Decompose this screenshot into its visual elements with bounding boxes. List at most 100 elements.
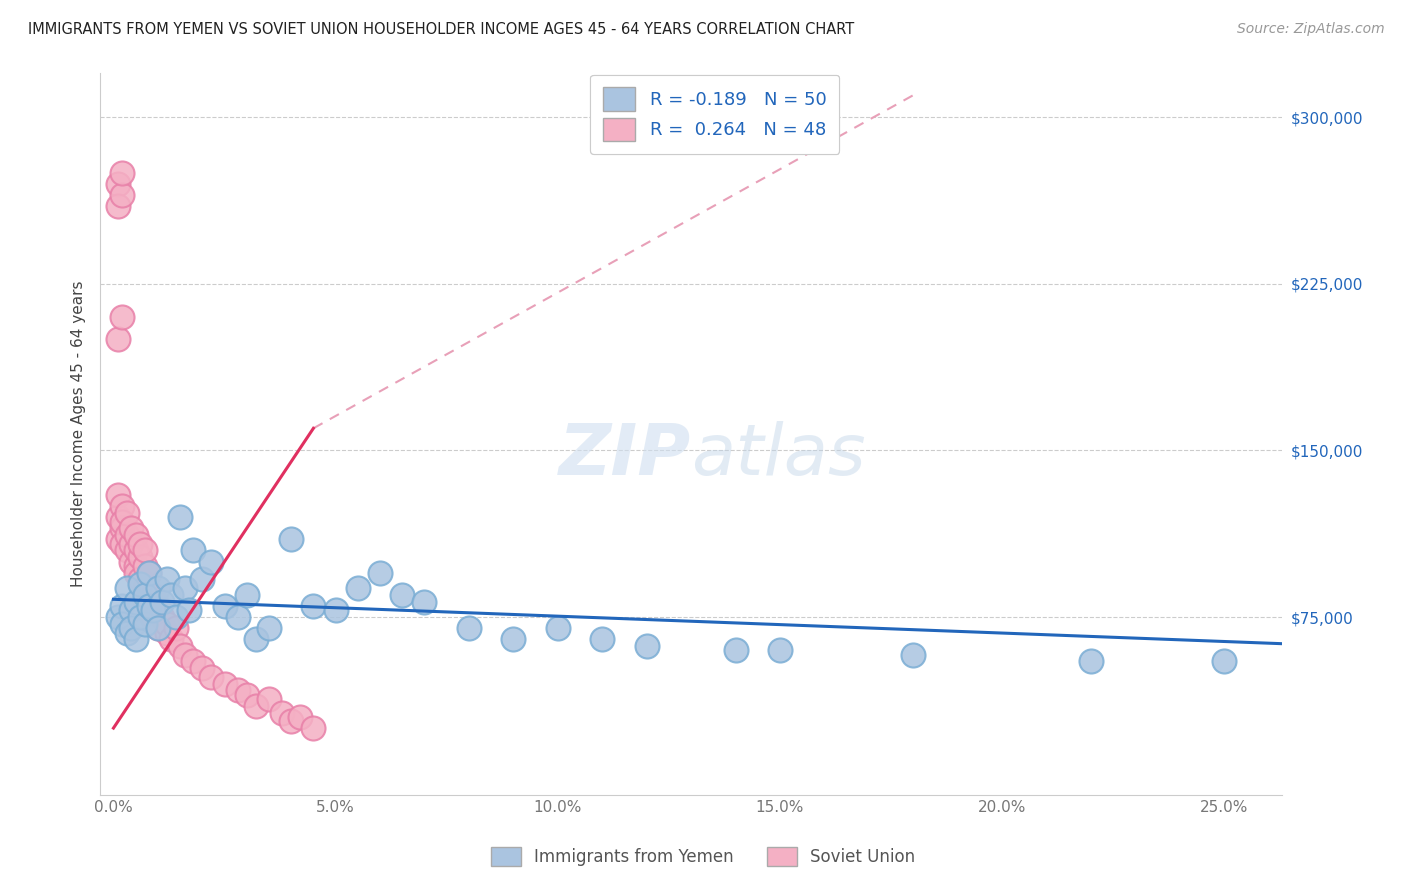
- Point: [245, 698, 267, 713]
- Point: [107, 333, 129, 347]
- Point: [129, 537, 152, 551]
- Point: [177, 603, 200, 617]
- Point: [115, 506, 138, 520]
- Point: [142, 588, 165, 602]
- Point: [903, 648, 925, 662]
- Point: [325, 603, 347, 617]
- Point: [111, 166, 134, 180]
- Point: [183, 543, 205, 558]
- Point: [502, 632, 524, 647]
- Point: [214, 599, 236, 613]
- Point: [124, 566, 146, 580]
- Point: [124, 594, 146, 608]
- Point: [142, 603, 165, 617]
- Point: [111, 537, 134, 551]
- Point: [107, 610, 129, 624]
- Point: [280, 714, 302, 729]
- Point: [138, 566, 160, 580]
- Point: [107, 199, 129, 213]
- Point: [111, 521, 134, 535]
- Point: [413, 594, 436, 608]
- Point: [107, 533, 129, 547]
- Point: [591, 632, 613, 647]
- Point: [156, 616, 179, 631]
- Point: [165, 610, 187, 624]
- Legend: Immigrants from Yemen, Soviet Union: Immigrants from Yemen, Soviet Union: [482, 838, 924, 875]
- Point: [124, 543, 146, 558]
- Point: [146, 621, 169, 635]
- Point: [150, 610, 173, 624]
- Point: [347, 581, 370, 595]
- Point: [173, 581, 195, 595]
- Point: [120, 537, 142, 551]
- Point: [111, 599, 134, 613]
- Point: [115, 543, 138, 558]
- Point: [124, 632, 146, 647]
- Point: [150, 594, 173, 608]
- Point: [547, 621, 569, 635]
- Text: ZIP: ZIP: [558, 421, 692, 490]
- Point: [636, 639, 658, 653]
- Point: [129, 576, 152, 591]
- Point: [160, 632, 183, 647]
- Point: [288, 710, 311, 724]
- Point: [191, 661, 214, 675]
- Point: [169, 510, 191, 524]
- Point: [120, 603, 142, 617]
- Point: [111, 499, 134, 513]
- Point: [111, 310, 134, 325]
- Point: [156, 572, 179, 586]
- Point: [245, 632, 267, 647]
- Point: [169, 639, 191, 653]
- Point: [115, 625, 138, 640]
- Point: [146, 621, 169, 635]
- Point: [1213, 655, 1236, 669]
- Text: Source: ZipAtlas.com: Source: ZipAtlas.com: [1237, 22, 1385, 37]
- Point: [107, 510, 129, 524]
- Point: [165, 621, 187, 635]
- Point: [200, 670, 222, 684]
- Point: [226, 610, 249, 624]
- Point: [214, 676, 236, 690]
- Point: [111, 616, 134, 631]
- Point: [134, 558, 156, 573]
- Point: [236, 588, 259, 602]
- Point: [200, 555, 222, 569]
- Point: [769, 643, 792, 657]
- Point: [724, 643, 747, 657]
- Point: [391, 588, 413, 602]
- Point: [280, 533, 302, 547]
- Point: [120, 621, 142, 635]
- Point: [257, 621, 280, 635]
- Point: [146, 581, 169, 595]
- Point: [191, 572, 214, 586]
- Point: [138, 599, 160, 613]
- Point: [107, 177, 129, 191]
- Text: IMMIGRANTS FROM YEMEN VS SOVIET UNION HOUSEHOLDER INCOME AGES 45 - 64 YEARS CORR: IMMIGRANTS FROM YEMEN VS SOVIET UNION HO…: [28, 22, 855, 37]
- Point: [271, 706, 294, 720]
- Point: [134, 581, 156, 595]
- Point: [129, 572, 152, 586]
- Text: atlas: atlas: [692, 421, 866, 490]
- Point: [156, 625, 179, 640]
- Point: [120, 555, 142, 569]
- Point: [120, 521, 142, 535]
- Point: [134, 616, 156, 631]
- Point: [226, 683, 249, 698]
- Legend: R = -0.189   N = 50, R =  0.264   N = 48: R = -0.189 N = 50, R = 0.264 N = 48: [591, 75, 839, 153]
- Point: [129, 550, 152, 565]
- Point: [173, 648, 195, 662]
- Point: [115, 528, 138, 542]
- Point: [160, 588, 183, 602]
- Point: [302, 721, 325, 735]
- Point: [236, 688, 259, 702]
- Point: [107, 488, 129, 502]
- Point: [138, 566, 160, 580]
- Y-axis label: Householder Income Ages 45 - 64 years: Householder Income Ages 45 - 64 years: [72, 281, 86, 587]
- Point: [124, 558, 146, 573]
- Point: [146, 599, 169, 613]
- Point: [111, 188, 134, 202]
- Point: [129, 610, 152, 624]
- Point: [138, 603, 160, 617]
- Point: [368, 566, 391, 580]
